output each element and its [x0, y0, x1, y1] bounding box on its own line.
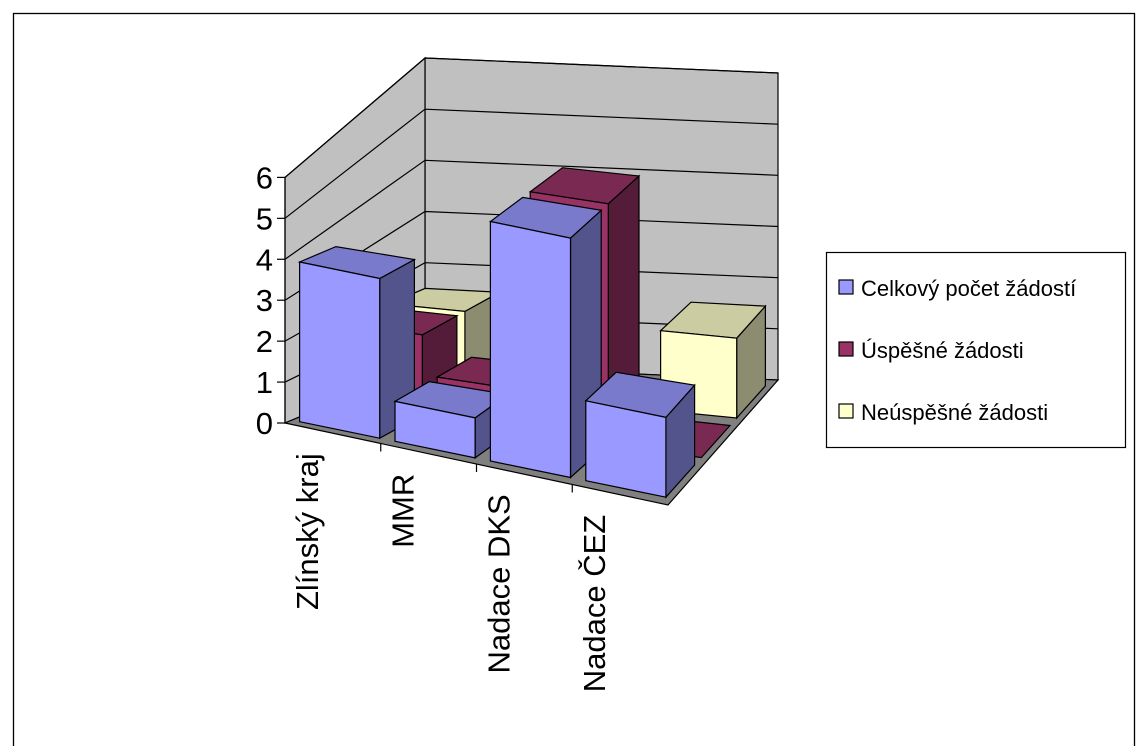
chart-axes: 0 1 2 3 4 5 6 Zlínský kraj MMR Nadace DKS Nadace Č…: [256, 160, 612, 692]
legend-swatch: [838, 279, 854, 295]
y-tick-label: 3: [256, 283, 273, 318]
legend-label: Úspěšné žádosti: [861, 338, 1024, 363]
category-label: Nadace DKS: [481, 494, 516, 673]
bar-0-2: [488, 196, 603, 479]
category-label: Nadace ČEZ: [577, 515, 612, 692]
bar-front: [489, 220, 572, 479]
chart-legend: Celkový počet žádostí Úspěšné žádosti Neús…: [825, 251, 1127, 449]
gridline: [284, 159, 779, 260]
gridline: [284, 57, 779, 178]
y-tick-label: 1: [256, 365, 273, 400]
bar-front: [394, 400, 476, 459]
bar-front: [585, 400, 667, 498]
legend-label: Celkový počet žádostí: [861, 276, 1076, 301]
y-tick-label: 2: [256, 324, 273, 359]
gridline: [284, 108, 779, 219]
chart-bars: [297, 167, 767, 499]
bar-0-0: [297, 245, 417, 440]
y-tick-label: 4: [256, 242, 273, 277]
y-tick-label: 0: [256, 406, 273, 441]
legend-label: Neúspěšné žádosti: [861, 400, 1048, 425]
legend-box: [825, 251, 1127, 449]
category-label: MMR: [386, 474, 421, 548]
bar-0-3: [584, 371, 696, 499]
y-tick-label: 5: [256, 201, 273, 236]
category-label: Zlínský kraj: [290, 453, 325, 610]
legend-swatch: [838, 341, 854, 357]
legend-swatch: [838, 403, 854, 419]
y-tick-label: 6: [256, 160, 273, 195]
bar-front: [299, 261, 381, 439]
